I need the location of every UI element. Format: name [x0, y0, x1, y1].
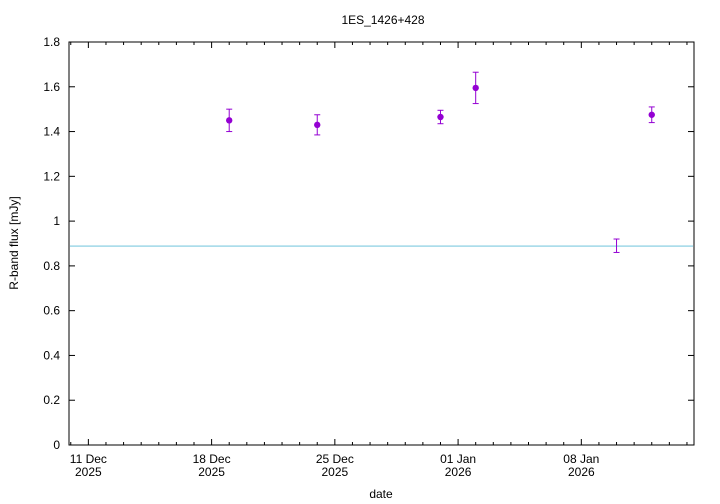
- y-tick-label: 0: [53, 438, 60, 452]
- plot-frame: [68, 41, 695, 446]
- x-tick-year-label: 2025: [321, 465, 348, 479]
- chart-title: 1ES_1426+428: [341, 13, 424, 27]
- data-point: [314, 121, 321, 129]
- x-tick-year-label: 2026: [568, 465, 595, 479]
- x-tick-year-label: 2026: [445, 465, 472, 479]
- y-axis-label: R-band flux [mJy]: [7, 196, 21, 289]
- x-tick-year-label: 2025: [75, 465, 102, 479]
- y-tick-label: 0.4: [43, 348, 60, 362]
- x-tick-year-label: 2025: [198, 465, 225, 479]
- x-tick-label: 01 Jan: [440, 452, 476, 466]
- x-tick-label: 08 Jan: [563, 452, 599, 466]
- y-tick-label: 0.2: [43, 393, 60, 407]
- x-tick-label: 18 Dec: [193, 452, 231, 466]
- data-point: [472, 84, 479, 92]
- data-point: [648, 111, 655, 118]
- y-tick-label: 0.8: [43, 259, 60, 273]
- data-point: [437, 113, 444, 121]
- y-tick-label: 1.6: [43, 80, 60, 94]
- x-tick-label: 11 Dec: [70, 452, 107, 466]
- y-tick-label: 1.4: [43, 125, 60, 139]
- x-tick-label: 25 Dec: [316, 452, 354, 466]
- y-tick-label: 1: [53, 214, 60, 228]
- y-tick-label: 0.6: [43, 304, 60, 318]
- y-tick-label: 1.8: [43, 35, 60, 49]
- x-axis-label: date: [369, 487, 393, 501]
- data-point: [226, 117, 233, 124]
- y-tick-label: 1.2: [43, 169, 60, 183]
